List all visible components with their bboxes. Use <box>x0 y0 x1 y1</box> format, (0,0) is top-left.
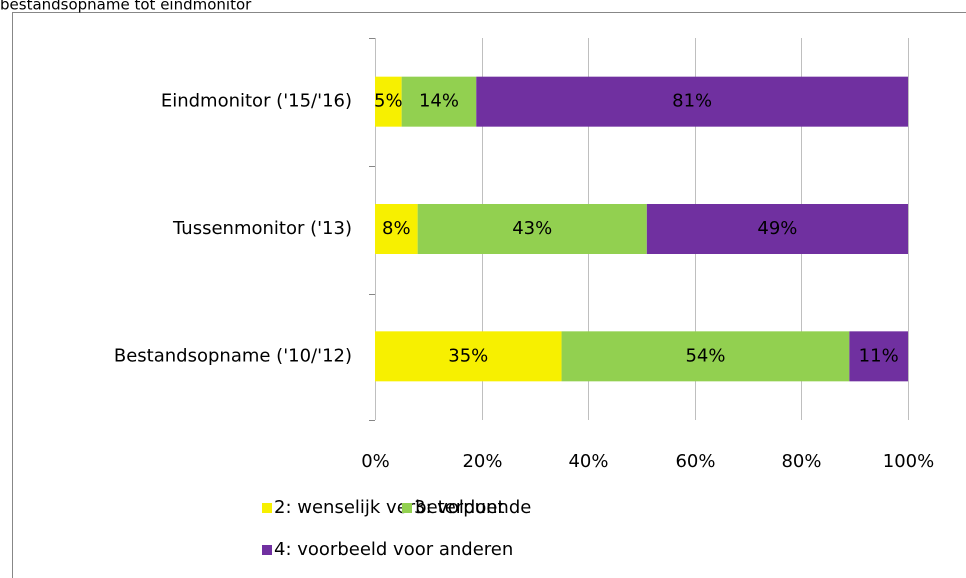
bar-segment <box>849 331 908 382</box>
legend-swatch <box>402 503 412 513</box>
data-label: 81% <box>672 91 712 112</box>
bar-segment <box>646 204 908 254</box>
legend-swatch <box>262 503 272 513</box>
x-tick-label: 40% <box>568 451 608 472</box>
x-tick-label: 20% <box>462 451 502 472</box>
bar-segment <box>417 204 647 254</box>
legend-label: 3: voldoende <box>414 497 531 518</box>
category-label: Eindmonitor ('15/'16) <box>161 91 352 112</box>
data-label: 5% <box>374 91 403 112</box>
x-tick-label: 60% <box>675 451 715 472</box>
category-label: Tussenmonitor ('13) <box>172 218 352 239</box>
legend-swatch <box>262 545 272 555</box>
x-tick-label: 80% <box>781 451 821 472</box>
chart-title: bestandsopname tot eindmonitor <box>0 0 252 14</box>
x-tick-label: 100% <box>883 451 934 472</box>
bar-segment <box>375 331 562 382</box>
legend-label: 2: wenselijk verbeterpunt <box>274 497 505 518</box>
bar-segment <box>561 331 850 382</box>
data-label: 14% <box>419 91 459 112</box>
data-label: 11% <box>859 345 899 366</box>
x-tick-label: 0% <box>361 451 390 472</box>
category-label: Bestandsopname ('10/'12) <box>114 345 352 366</box>
data-label: 35% <box>448 345 488 366</box>
data-label: 8% <box>382 218 411 239</box>
bar-segment <box>401 76 477 127</box>
bar-segment <box>375 76 402 127</box>
bar-segment <box>476 76 908 127</box>
data-label: 49% <box>757 218 797 239</box>
data-label: 54% <box>685 345 725 366</box>
data-label: 43% <box>512 218 552 239</box>
legend-label: 4: voorbeeld voor anderen <box>274 539 513 560</box>
bar-segment <box>375 204 418 254</box>
